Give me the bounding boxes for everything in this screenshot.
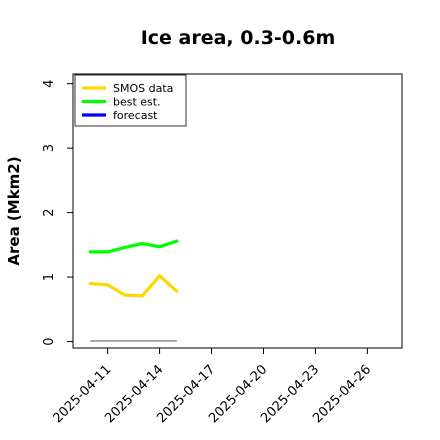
legend-label-smos-data: SMOS data (113, 82, 173, 95)
legend-label-forecast: forecast (113, 109, 158, 122)
plot-frame (72, 73, 403, 349)
series-line-best-est (88, 239, 179, 254)
y-tick-label: 0 (42, 337, 57, 345)
y-tick-label: 3 (42, 144, 57, 152)
legend-label-best-est: best est. (113, 96, 161, 109)
y-tick-label: 1 (42, 273, 57, 281)
chart-marks: 012342025-04-112025-04-142025-04-172025-… (42, 80, 374, 427)
y-tick-label: 4 (42, 80, 57, 88)
chart-title: Ice area, 0.3-0.6m (141, 27, 336, 49)
y-tick-label: 2 (42, 208, 57, 216)
y-axis-label: Area (Mkm2) (5, 156, 23, 265)
series-line-smos-data (88, 274, 179, 298)
